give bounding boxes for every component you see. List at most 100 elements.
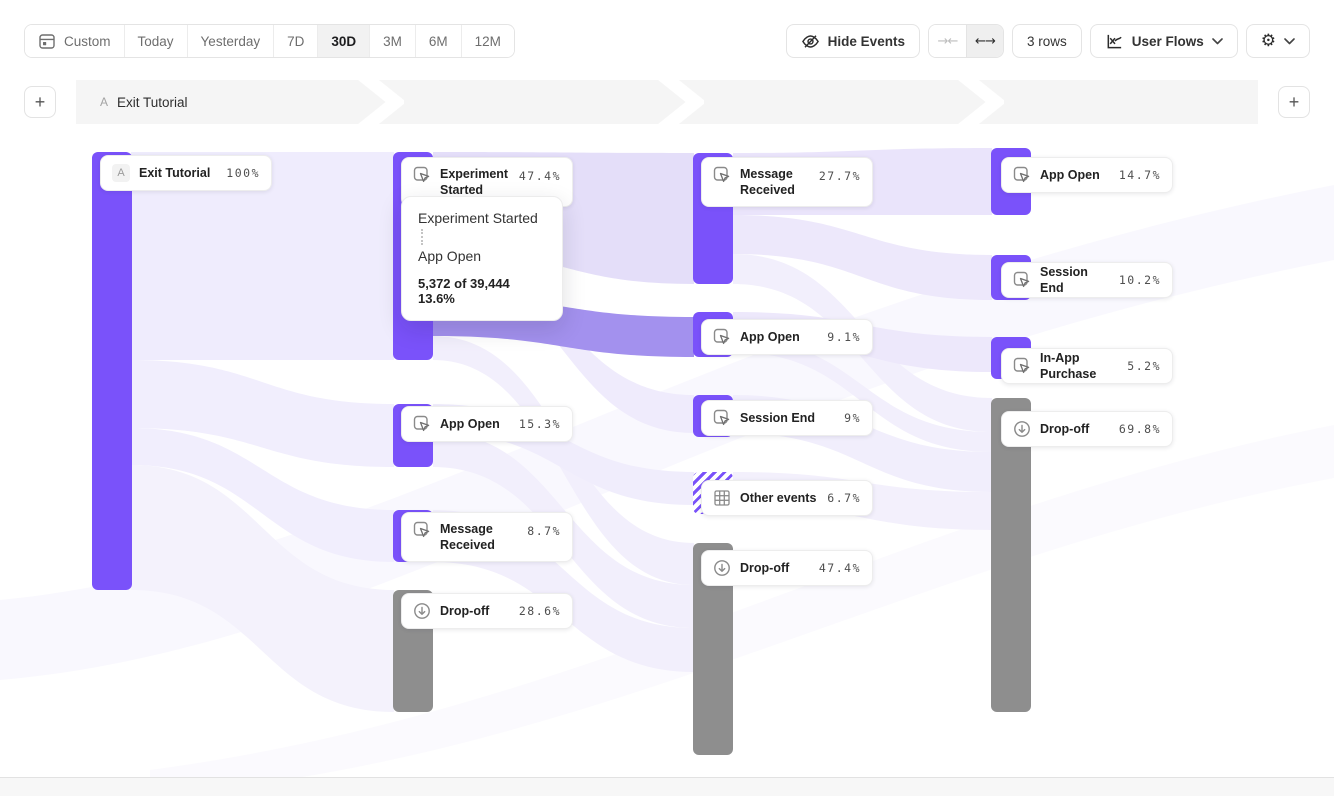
- event-cursor-icon: [713, 328, 730, 345]
- settings-button[interactable]: ⚙: [1245, 24, 1310, 58]
- date-range-12m[interactable]: 12M: [460, 25, 514, 57]
- node-value: 15.3%: [518, 417, 561, 431]
- node-label: Session End: [1040, 264, 1088, 295]
- footer-strip: [0, 777, 1334, 796]
- node-card-in-app-purchase[interactable]: In-App Purchase 5.2%: [1001, 348, 1173, 384]
- hide-events-button[interactable]: Hide Events: [785, 24, 920, 58]
- node-value: 14.7%: [1118, 168, 1161, 182]
- node-value: 100%: [226, 166, 260, 180]
- date-range-6m[interactable]: 6M: [414, 25, 461, 57]
- node-value: 6.7%: [827, 491, 861, 505]
- step-badge: A: [100, 95, 109, 109]
- add-step-left-button[interactable]: +: [24, 86, 56, 118]
- node-value: 47.4%: [818, 561, 861, 575]
- node-label: Drop-off: [740, 560, 790, 575]
- column-width-toggle: →← ←→: [927, 24, 1004, 58]
- node-label: Experiment Started: [440, 167, 509, 198]
- node-card-app-open[interactable]: App Open 9.1%: [701, 319, 873, 355]
- node-value: 9.1%: [827, 330, 861, 344]
- step-separator-chevron: [658, 80, 704, 124]
- node-value: 9%: [844, 411, 861, 425]
- tooltip-source-event: Experiment Started: [418, 210, 538, 226]
- tooltip-connector-dots: [421, 229, 423, 245]
- event-cursor-icon: [1013, 166, 1030, 183]
- chevron-down-icon: [1211, 37, 1223, 44]
- event-cursor-icon: [1013, 271, 1030, 288]
- date-range-30d[interactable]: 30D: [317, 25, 370, 57]
- node-card-dropoff[interactable]: Drop-off 28.6%: [401, 593, 573, 629]
- collapse-columns-button[interactable]: →←: [928, 25, 966, 57]
- gear-icon: ⚙: [1260, 30, 1276, 51]
- view-selector-button[interactable]: User Flows: [1089, 24, 1238, 58]
- node-label: Message Received: [440, 522, 495, 553]
- view-selector-label: User Flows: [1131, 33, 1204, 49]
- node-value: 28.6%: [518, 604, 561, 618]
- tooltip-target-event: App Open: [418, 248, 482, 264]
- toolbar: Custom Today Yesterday 7D 30D 3M 6M 12M …: [24, 24, 1310, 58]
- node-label: Drop-off: [1040, 421, 1090, 436]
- node-bar-dropoff-4[interactable]: [991, 398, 1031, 712]
- node-value: 69.8%: [1118, 422, 1161, 436]
- date-range-yesterday[interactable]: Yesterday: [186, 25, 274, 57]
- dropoff-arrow-icon: [1014, 421, 1030, 437]
- tooltip-detail: 5,372 of 39,444 13.6%: [418, 276, 510, 306]
- event-cursor-icon: [713, 166, 730, 183]
- node-label: Message Received: [740, 167, 795, 198]
- node-value: 27.7%: [818, 169, 861, 183]
- steps-track[interactable]: A Exit Tutorial: [76, 80, 1258, 124]
- eye-off-icon: [801, 34, 819, 48]
- node-card-dropoff[interactable]: Drop-off 47.4%: [701, 550, 873, 586]
- node-value: 5.2%: [1127, 359, 1161, 373]
- dropoff-arrow-icon: [714, 560, 730, 576]
- add-step-right-button[interactable]: +: [1278, 86, 1310, 118]
- node-card-message-received[interactable]: Message Received 27.7%: [701, 157, 873, 207]
- event-cursor-icon: [413, 521, 430, 538]
- date-range-label: Custom: [64, 33, 111, 49]
- event-cursor-icon: [413, 415, 430, 432]
- grid-icon: [714, 490, 730, 506]
- step-separator-chevron: [958, 80, 1004, 124]
- dropoff-arrow-icon: [414, 603, 430, 619]
- node-value: 47.4%: [518, 169, 561, 183]
- node-label: App Open: [1040, 167, 1100, 182]
- event-cursor-icon: [413, 166, 430, 183]
- hide-events-label: Hide Events: [827, 33, 905, 49]
- node-bar-exit-tutorial[interactable]: [92, 152, 132, 590]
- calendar-icon: [39, 34, 55, 49]
- chevron-down-icon: [1284, 37, 1295, 44]
- step-separator-chevron: [358, 80, 404, 124]
- date-range-today[interactable]: Today: [123, 25, 187, 57]
- node-label: Other events: [740, 490, 817, 505]
- node-card-app-open[interactable]: App Open 15.3%: [401, 406, 573, 442]
- date-range-7d[interactable]: 7D: [273, 25, 318, 57]
- date-range-custom[interactable]: Custom: [25, 25, 124, 57]
- node-label: Exit Tutorial: [139, 165, 211, 180]
- rows-button[interactable]: 3 rows: [1011, 24, 1082, 58]
- user-flows-chart-icon: [1107, 34, 1122, 48]
- node-label: App Open: [440, 416, 500, 431]
- node-label: Session End: [740, 410, 816, 425]
- node-label: Drop-off: [440, 603, 490, 618]
- step-name: Exit Tutorial: [117, 94, 188, 110]
- node-value: 8.7%: [527, 524, 561, 538]
- node-label: In-App Purchase: [1040, 350, 1097, 381]
- flow-link-tooltip: Experiment Started App Open 5,372 of 39,…: [401, 196, 563, 321]
- step-a-badge: A: [112, 164, 130, 182]
- event-cursor-icon: [713, 409, 730, 426]
- toolbar-right-group: Hide Events →← ←→ 3 rows User Flows ⚙: [785, 24, 1310, 58]
- node-card-exit-tutorial[interactable]: A Exit Tutorial 100%: [100, 155, 272, 191]
- date-range-3m[interactable]: 3M: [369, 25, 415, 57]
- node-card-other-events[interactable]: Other events 6.7%: [701, 480, 873, 516]
- expand-columns-button[interactable]: ←→: [965, 25, 1003, 57]
- node-card-message-received[interactable]: Message Received 8.7%: [401, 512, 573, 562]
- node-label: App Open: [740, 329, 800, 344]
- node-card-dropoff[interactable]: Drop-off 69.8%: [1001, 411, 1173, 447]
- node-card-app-open[interactable]: App Open 14.7%: [1001, 157, 1173, 193]
- node-card-session-end[interactable]: Session End 9%: [701, 400, 873, 436]
- node-card-session-end[interactable]: Session End 10.2%: [1001, 262, 1173, 298]
- event-cursor-icon: [1013, 357, 1030, 374]
- date-range-selector: Custom Today Yesterday 7D 30D 3M 6M 12M: [24, 24, 515, 58]
- breadcrumb: A Exit Tutorial: [100, 80, 188, 124]
